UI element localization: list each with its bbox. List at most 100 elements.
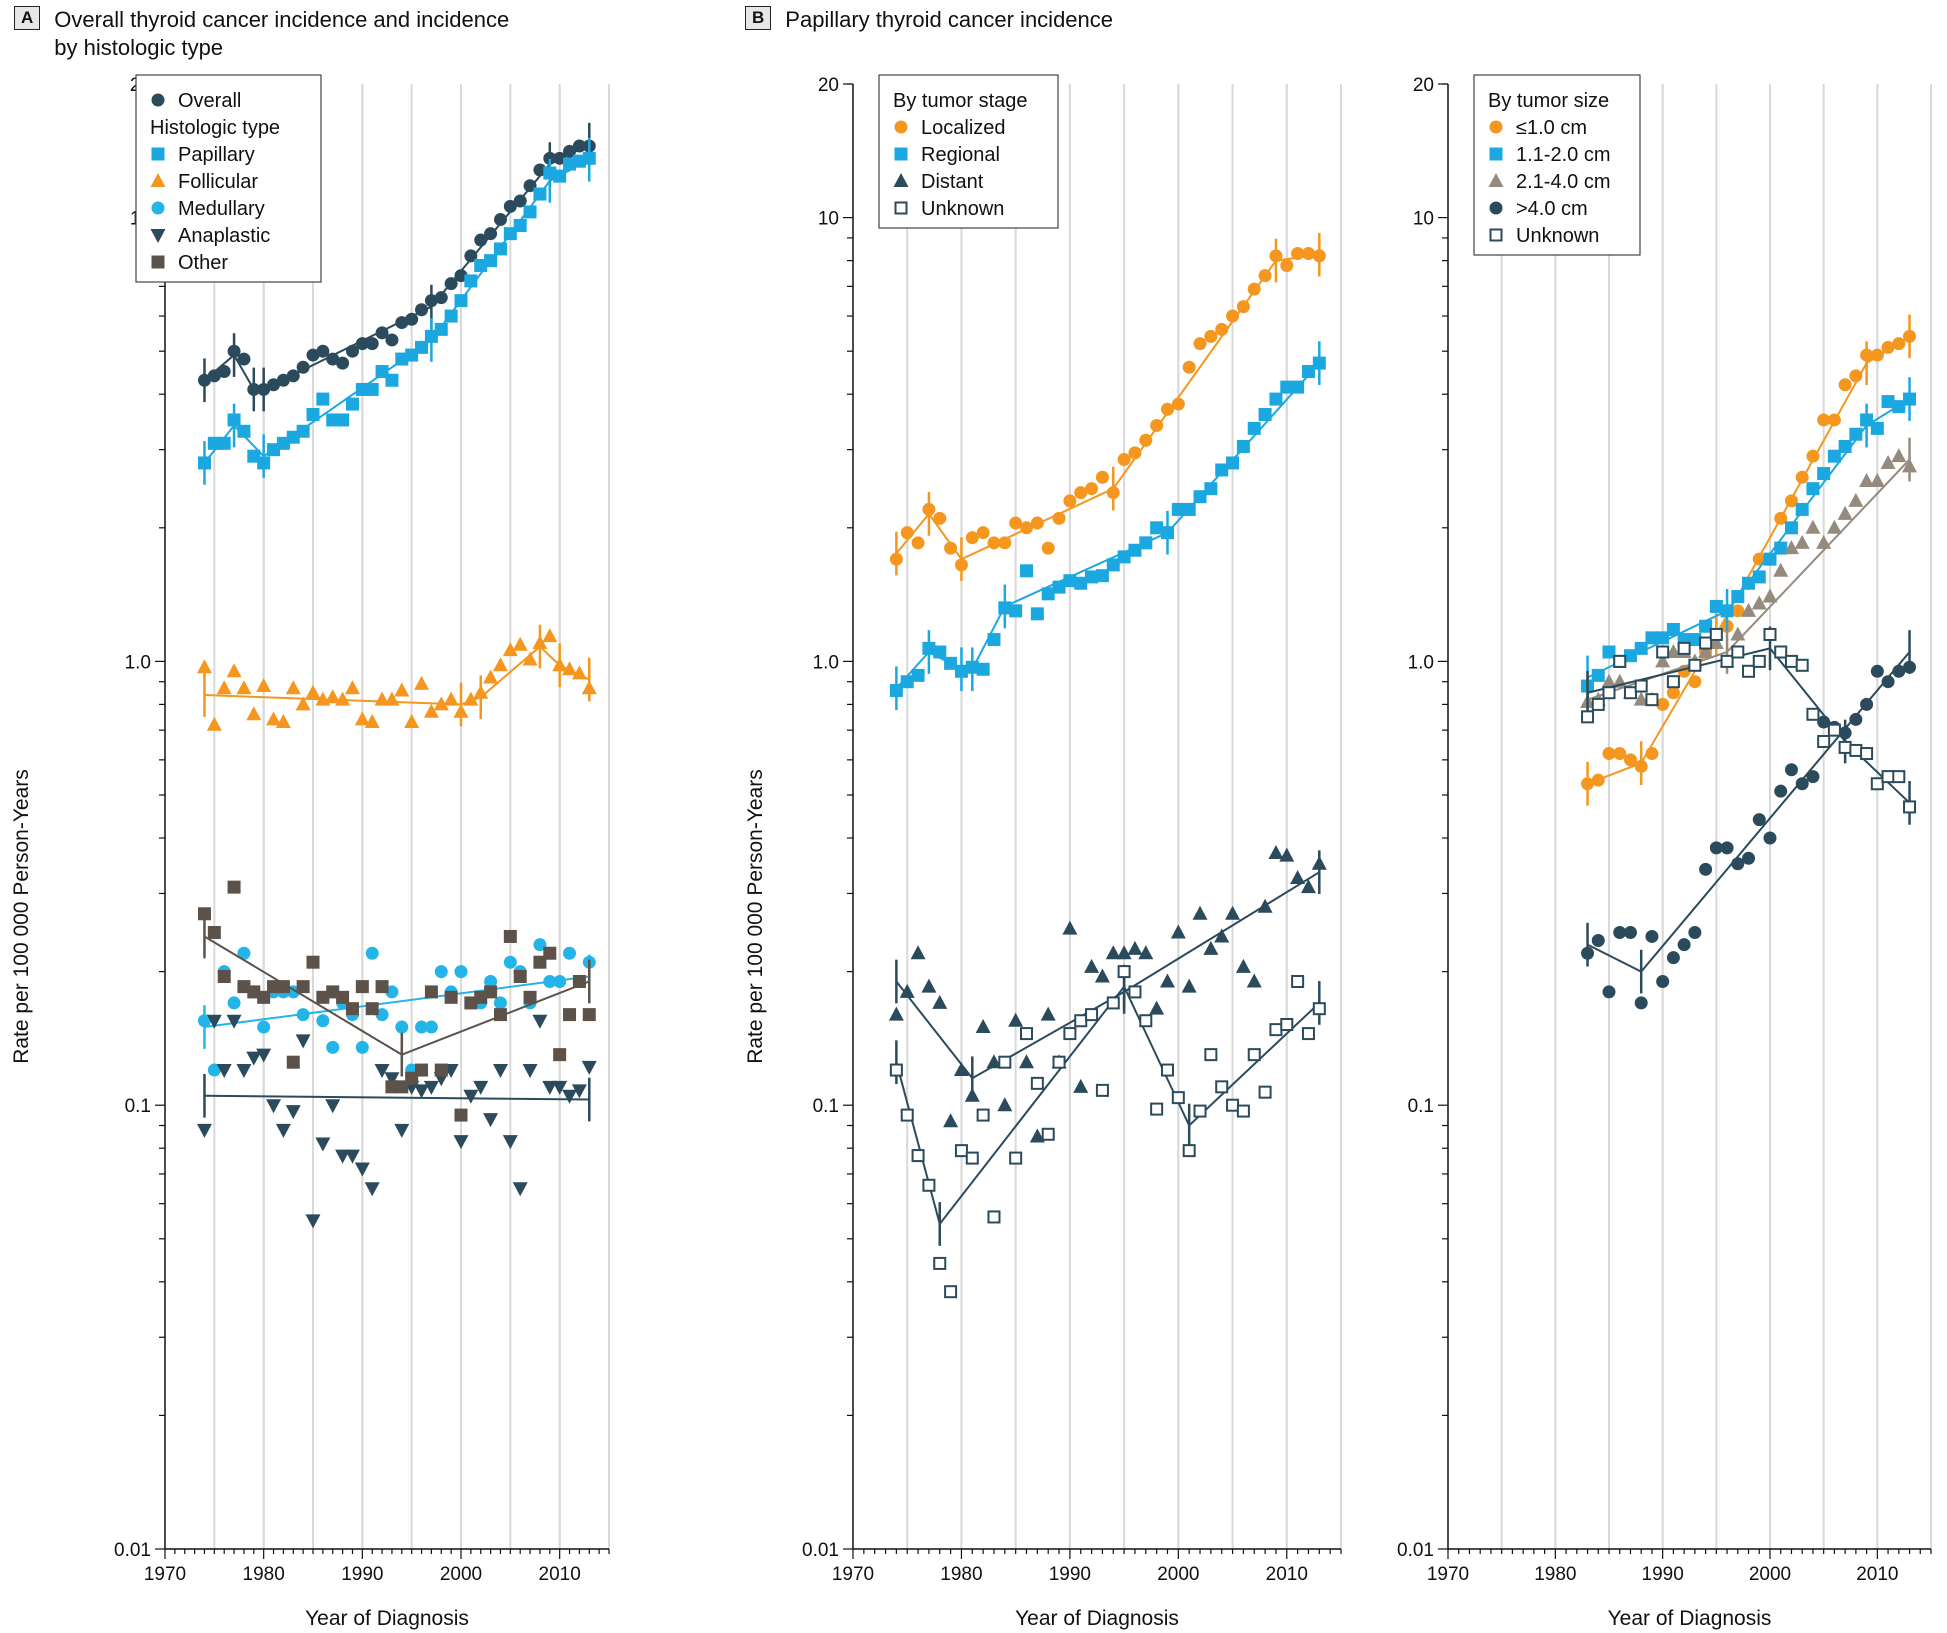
data-point xyxy=(1677,641,1691,655)
data-point xyxy=(911,1149,925,1163)
data-point xyxy=(987,633,1001,647)
data-point xyxy=(463,1089,479,1104)
legend-marker xyxy=(151,93,165,107)
data-point xyxy=(415,340,429,354)
data-point xyxy=(296,424,310,438)
data-point xyxy=(414,1084,430,1099)
legend: By tumor size ≤1.0 cm 1.1-2.0 cm 2.1-4.0 cm… xyxy=(1473,74,1641,256)
data-point xyxy=(385,373,399,387)
data-point xyxy=(1774,541,1788,555)
data-point xyxy=(1280,380,1294,394)
data-point xyxy=(543,166,557,180)
data-point xyxy=(1892,337,1906,351)
data-point xyxy=(1860,747,1874,761)
data-point xyxy=(987,536,1001,550)
data-point xyxy=(474,233,488,247)
legend-box xyxy=(1473,74,1641,256)
data-point xyxy=(1312,249,1326,263)
data-point xyxy=(582,1008,596,1022)
x-tick-label: 1980 xyxy=(940,1564,982,1585)
panel-title: Overall thyroid cancer incidence and inc… xyxy=(54,7,510,60)
data-point xyxy=(552,657,568,672)
data-point xyxy=(295,696,311,711)
data-point xyxy=(581,1060,597,1075)
panel-b-header: B Papillary thyroid cancer incidence xyxy=(745,6,1425,34)
data-point xyxy=(1751,595,1767,610)
data-point xyxy=(1074,576,1088,590)
data-point xyxy=(394,682,410,697)
data-point xyxy=(1634,759,1648,773)
data-point xyxy=(1117,965,1131,979)
data-point xyxy=(1806,482,1820,496)
data-point xyxy=(1041,587,1055,601)
data-point xyxy=(944,1285,958,1299)
legend-heading: By tumor size xyxy=(1488,90,1609,112)
y-tick-label: 0.01 xyxy=(1397,1540,1434,1561)
data-point xyxy=(512,636,528,651)
data-point xyxy=(1816,534,1832,549)
data-point xyxy=(1591,934,1605,948)
data-point xyxy=(1215,463,1229,477)
x-tick-label: 2000 xyxy=(440,1564,482,1585)
chart-panel-b-stage: 0.01 0.1 1.0 10 20 1970 1980 1990 2000 2010 Year o… xyxy=(744,74,1342,1630)
data-point xyxy=(533,187,547,201)
data-point xyxy=(1688,658,1702,672)
legend-box xyxy=(135,74,322,283)
data-point xyxy=(305,684,321,699)
data-point xyxy=(513,194,527,208)
data-point xyxy=(523,990,537,1004)
data-point xyxy=(1150,521,1164,535)
data-point xyxy=(1204,329,1218,343)
data-point xyxy=(247,985,261,999)
data-point xyxy=(364,1182,380,1197)
y-tick-label: 1.0 xyxy=(125,652,151,673)
x-tick-label: 1990 xyxy=(341,1564,383,1585)
x-tick-label: 1970 xyxy=(832,1564,874,1585)
data-point xyxy=(354,711,370,726)
data-point xyxy=(404,714,420,729)
data-point xyxy=(502,642,518,657)
data-point xyxy=(1226,1098,1240,1112)
data-point xyxy=(1128,446,1142,460)
data-point xyxy=(355,337,369,351)
data-point xyxy=(217,969,231,983)
data-point xyxy=(1019,1054,1035,1069)
data-point xyxy=(464,274,478,288)
data-point xyxy=(1192,905,1208,920)
data-point xyxy=(1106,558,1120,572)
data-point xyxy=(1063,1027,1077,1041)
data-point xyxy=(207,925,221,939)
data-point xyxy=(1030,1076,1044,1090)
x-tick-label: 2010 xyxy=(539,1564,581,1585)
data-point xyxy=(1666,686,1680,700)
data-point xyxy=(1827,723,1841,737)
data-point xyxy=(900,675,914,689)
data-point xyxy=(1656,631,1670,645)
data-point xyxy=(888,1006,904,1021)
data-point xyxy=(1029,1128,1045,1143)
data-point xyxy=(1666,675,1680,689)
legend-marker xyxy=(894,120,908,134)
data-point xyxy=(1881,675,1895,689)
data-point xyxy=(217,436,231,450)
data-point xyxy=(1602,645,1616,659)
data-point xyxy=(196,659,212,674)
data-point xyxy=(1903,392,1917,406)
data-point xyxy=(1870,664,1884,678)
data-point xyxy=(434,965,448,979)
data-point xyxy=(1150,1102,1164,1116)
data-point xyxy=(385,333,399,347)
data-point xyxy=(227,996,241,1010)
data-point xyxy=(1085,1008,1099,1022)
trend-line xyxy=(1587,651,1911,973)
data-point xyxy=(532,1014,548,1029)
data-point xyxy=(1859,472,1875,487)
data-point xyxy=(355,382,369,396)
data-point xyxy=(1903,660,1917,674)
data-point xyxy=(493,213,507,227)
data-point xyxy=(1881,340,1895,354)
data-point xyxy=(1226,456,1240,470)
data-point xyxy=(464,249,478,263)
data-point xyxy=(1774,511,1788,525)
data-point xyxy=(1881,395,1895,409)
